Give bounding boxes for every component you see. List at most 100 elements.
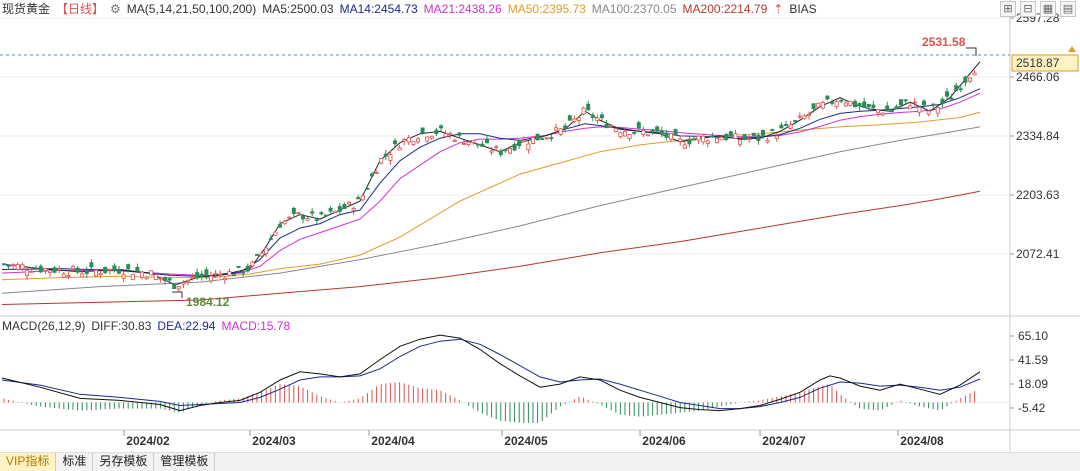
last-price-tag bbox=[1011, 54, 1079, 72]
candle bbox=[793, 120, 798, 122]
candle bbox=[940, 98, 945, 104]
candle bbox=[406, 137, 411, 143]
candle bbox=[687, 139, 692, 145]
zoom-out-icon[interactable]: ⊟ bbox=[1020, 1, 1036, 17]
candle bbox=[659, 130, 664, 135]
candle bbox=[11, 264, 16, 266]
candle bbox=[172, 283, 177, 289]
diff-line bbox=[1, 334, 981, 412]
candle bbox=[862, 101, 867, 108]
candle bbox=[839, 99, 844, 102]
high-marker bbox=[966, 47, 977, 56]
candle bbox=[314, 219, 319, 222]
macd-tick-label: -5.42 bbox=[1018, 401, 1046, 415]
candle bbox=[724, 134, 729, 141]
candle bbox=[328, 207, 333, 212]
tab-save-template[interactable]: 另存模板 bbox=[93, 453, 155, 471]
candle bbox=[323, 214, 328, 217]
macd-tick-label: 18.09 bbox=[1018, 377, 1048, 391]
candle bbox=[38, 265, 43, 273]
candle bbox=[185, 279, 190, 282]
candle bbox=[121, 274, 126, 280]
candle bbox=[208, 275, 213, 282]
candle bbox=[797, 115, 802, 118]
candle bbox=[692, 138, 697, 141]
zoom-in-icon[interactable]: ⊞ bbox=[1000, 1, 1016, 17]
candle bbox=[512, 144, 517, 151]
candle bbox=[751, 132, 756, 136]
candle bbox=[802, 115, 807, 120]
dea-line bbox=[1, 338, 981, 410]
time-tick-label: 2024/04 bbox=[371, 434, 415, 448]
candle bbox=[926, 110, 931, 115]
macd-tick-label: 41.59 bbox=[1018, 353, 1048, 367]
price-chart[interactable]: 2597.282466.062334.842203.632072.412518.… bbox=[0, 0, 1080, 452]
candle bbox=[484, 138, 489, 144]
time-tick-label: 2024/05 bbox=[504, 434, 548, 448]
tab-manage-template[interactable]: 管理模板 bbox=[154, 453, 216, 471]
candle bbox=[903, 99, 908, 102]
candle bbox=[34, 267, 39, 270]
candle bbox=[310, 211, 315, 214]
candle bbox=[222, 277, 227, 281]
tab-vip[interactable]: VIP指标 bbox=[0, 453, 57, 471]
candle bbox=[337, 206, 342, 212]
price-tick-label: 2203.63 bbox=[1016, 188, 1060, 202]
candle bbox=[287, 216, 292, 219]
candle bbox=[342, 203, 347, 210]
candle bbox=[52, 267, 57, 273]
candle bbox=[204, 269, 209, 276]
candle bbox=[820, 102, 825, 109]
candle bbox=[356, 197, 361, 200]
arrow-icon[interactable]: ⇡ bbox=[773, 2, 784, 16]
candle bbox=[733, 133, 738, 139]
candle bbox=[889, 110, 894, 113]
candle bbox=[728, 131, 733, 137]
candle bbox=[535, 133, 540, 141]
candle bbox=[199, 273, 204, 277]
candle bbox=[770, 129, 775, 132]
candle bbox=[402, 139, 407, 142]
candle bbox=[747, 138, 752, 140]
candle bbox=[963, 76, 968, 83]
settings-icon[interactable]: ⚙ bbox=[110, 2, 121, 16]
candle bbox=[761, 129, 766, 136]
candle bbox=[89, 262, 94, 268]
candle bbox=[241, 270, 246, 274]
candle bbox=[507, 147, 512, 154]
candle bbox=[498, 150, 503, 155]
candle bbox=[866, 104, 871, 107]
tab-standard[interactable]: 标准 bbox=[56, 453, 94, 471]
ma100-line bbox=[1, 126, 981, 294]
candle bbox=[843, 102, 848, 107]
candle bbox=[429, 135, 434, 139]
candle bbox=[117, 269, 122, 274]
grid-icon[interactable]: ▦ bbox=[1040, 1, 1056, 17]
period-label[interactable]: 【日线】 bbox=[56, 2, 105, 16]
candle bbox=[273, 231, 278, 236]
candle bbox=[765, 139, 770, 143]
candle bbox=[250, 261, 255, 267]
diff-value: DIFF:30.83 bbox=[91, 319, 152, 333]
candle bbox=[825, 95, 830, 100]
candle bbox=[853, 100, 858, 108]
candle bbox=[346, 201, 351, 205]
ma100-value: MA100:2370.05 bbox=[591, 2, 677, 16]
candle bbox=[443, 133, 448, 137]
candle bbox=[774, 135, 779, 139]
candle bbox=[333, 210, 338, 213]
time-tick-label: 2024/08 bbox=[900, 434, 944, 448]
candle bbox=[917, 106, 922, 113]
candle bbox=[549, 137, 554, 140]
bias-label[interactable]: BIAS bbox=[789, 2, 817, 16]
candle bbox=[779, 124, 784, 129]
candle bbox=[135, 266, 140, 272]
ma21-value: MA21:2438.26 bbox=[423, 2, 502, 16]
ma5-line bbox=[1, 61, 981, 286]
candle bbox=[848, 100, 853, 106]
ma50-line bbox=[1, 111, 981, 281]
layout-icon[interactable]: ▤ bbox=[1060, 1, 1076, 17]
candle bbox=[954, 85, 959, 92]
time-tick-label: 2024/07 bbox=[762, 434, 806, 448]
candle bbox=[627, 134, 632, 139]
